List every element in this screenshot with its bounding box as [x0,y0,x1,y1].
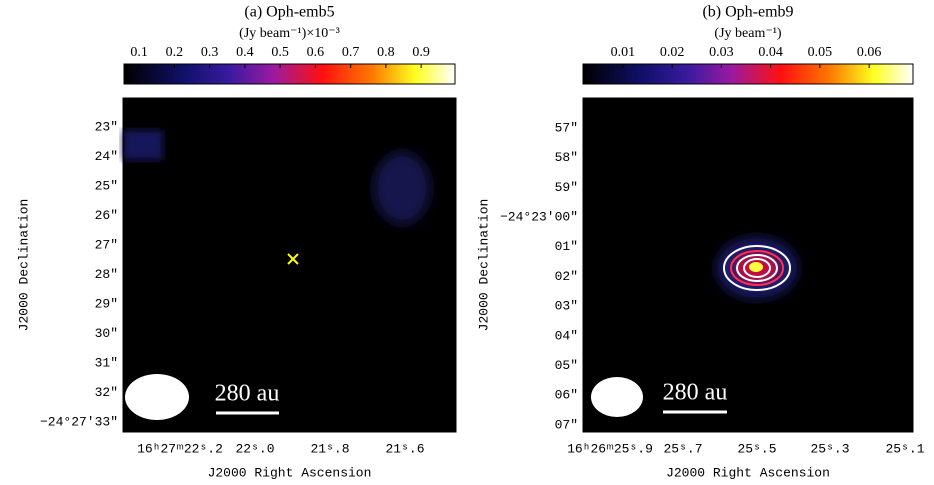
colorbar-tick-label: 0.1 [130,45,148,60]
x-tick-label: 22ˢ.0 [235,441,274,456]
y-tick-label: −24°27′33″ [40,414,118,429]
colorbar [583,64,913,84]
y-axis-label: J2000 Declination [476,199,491,332]
y-tick-label: 23″ [95,119,118,134]
colorbar-tick-label: 0.5 [271,45,289,60]
colorbar-tick-label: 0.4 [236,45,254,60]
colorbar-tick-label: 0.01 [611,45,636,60]
y-tick-label: 05″ [555,358,578,373]
colorbar [124,64,455,84]
y-axis-label: J2000 Declination [16,199,31,332]
emission-blob [374,152,430,224]
emission-peak [749,262,763,272]
x-tick-label: 16ʰ26ᵐ25ˢ.9 [567,441,653,456]
colorbar-tick-label: 0.02 [660,45,685,60]
x-tick-label: 25ˢ.7 [663,441,702,456]
x-tick-label: 21ˢ.6 [385,441,424,456]
figure: (a) Oph-emb5 (Jy beam⁻¹)×10⁻³ 0.1 0.2 0.3 0.4… [0,0,934,485]
y-tick-label: 02″ [555,269,578,284]
colorbar-label: (Jy beam⁻¹) [714,26,782,41]
image-panel-a [123,98,456,432]
y-tick-label: 07″ [555,417,578,432]
colorbar-tick-label: 0.9 [412,45,430,60]
y-tick-label: 31″ [95,355,118,370]
colorbar-tick-label: 0.06 [857,45,882,60]
scale-bar-label: 280 au [215,381,280,407]
y-tick-label: 29″ [95,296,118,311]
colorbar-tick-label: 0.3 [201,45,219,60]
y-tick-label: 06″ [555,388,578,403]
x-tick-label: 21ˢ.8 [310,441,349,456]
y-tick-label: 27″ [95,237,118,252]
x-tick-label: 16ʰ27ᵐ22ˢ.2 [137,441,223,456]
y-tick-label: 24″ [95,149,118,164]
emission-blob [123,130,163,160]
y-tick-label: −24°23′00″ [500,210,578,225]
colorbar-tick-label: 0.8 [377,45,395,60]
scale-bar-label: 280 au [663,380,728,406]
x-axis-label: J2000 Right Ascension [666,465,830,480]
y-tick-label: 04″ [555,328,578,343]
beam [125,374,189,420]
colorbar-tick-label: 0.05 [808,45,833,60]
y-tick-label: 59″ [555,180,578,195]
x-tick-label: 25ˢ.3 [810,441,849,456]
y-tick-label: 58″ [555,150,578,165]
colorbar-tick-label: 0.04 [758,45,783,60]
colorbar-tick-label: 0.7 [342,45,360,60]
y-tick-label: 01″ [555,239,578,254]
colorbar-tick-label: 0.2 [166,45,184,60]
y-tick-label: 28″ [95,267,118,282]
beam [591,377,643,417]
colorbar-label: (Jy beam⁻¹)×10⁻³ [239,26,340,41]
y-tick-label: 03″ [555,299,578,314]
y-tick-label: 26″ [95,208,118,223]
x-tick-label: 25ˢ.1 [885,441,924,456]
y-tick-label: 30″ [95,326,118,341]
panel-title: (b) Oph-emb9 [702,4,793,21]
y-tick-label: 57″ [555,120,578,135]
y-tick-label: 25″ [95,178,118,193]
image-panel-b [583,98,913,432]
colorbar-tick-label: 0.6 [307,45,325,60]
x-axis-label: J2000 Right Ascension [208,465,372,480]
x-tick-label: 25ˢ.5 [737,441,776,456]
y-tick-label: 32″ [95,385,118,400]
panel-title: (a) Oph-emb5 [244,4,334,21]
colorbar-tick-label: 0.03 [709,45,734,60]
